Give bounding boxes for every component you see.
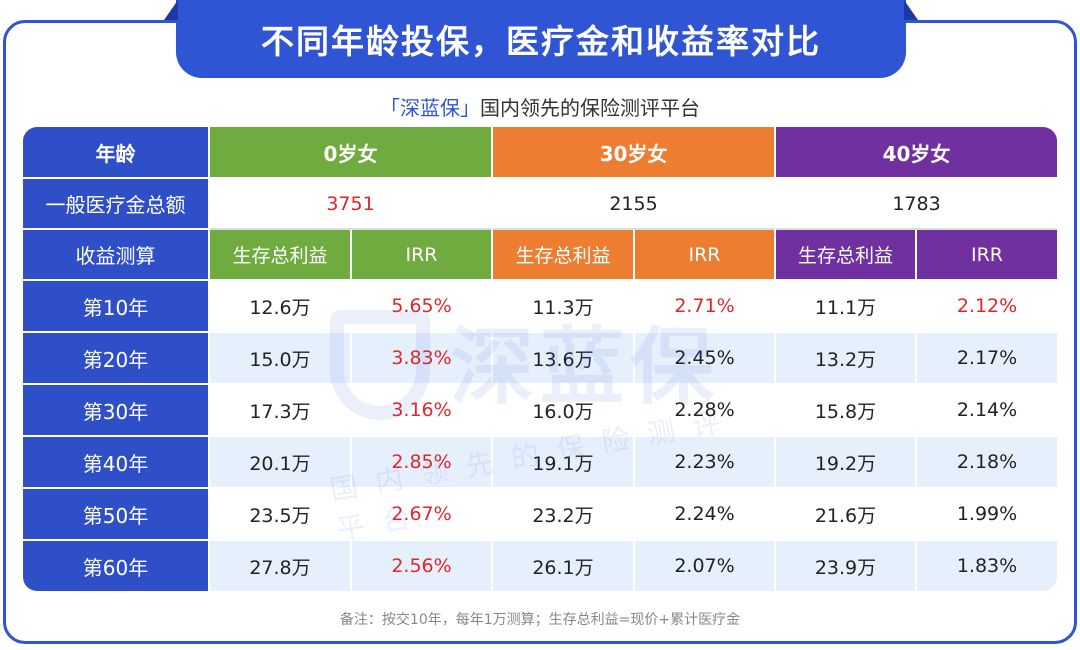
- medical-total-row: 一般医疗金总额 3751 2155 1783: [23, 179, 1057, 230]
- brand-tagline: 国内领先的保险测评平台: [480, 96, 700, 120]
- table-header-row: 年龄 0岁女 30岁女 40岁女: [23, 127, 1057, 179]
- medical-total-label: 一般医疗金总额: [23, 179, 210, 230]
- table-cell: 19.2万: [776, 437, 917, 489]
- table-row: 第40年 20.1万 2.85% 19.1万 2.23% 19.2万 2.18%: [23, 437, 1057, 489]
- row-label: 第20年: [23, 333, 210, 385]
- table-cell: 26.1万: [493, 541, 635, 591]
- footnote: 备注：按交10年，每年1万测算；生存总利益=现价+累计医疗金: [339, 612, 741, 628]
- table-cell: 13.6万: [493, 333, 635, 385]
- table-cell: 19.1万: [493, 437, 635, 489]
- table-cell: 2.07%: [635, 541, 776, 591]
- subheader-col: 生存总利益: [493, 230, 635, 281]
- row-label: 第60年: [23, 541, 210, 591]
- header-age: 年龄: [23, 127, 210, 179]
- table-cell: 2.28%: [635, 385, 776, 437]
- header-age-0: 0岁女: [210, 127, 493, 179]
- table-cell: 11.3万: [493, 281, 635, 333]
- row-label: 第50年: [23, 489, 210, 541]
- table-cell: 3.83%: [352, 333, 493, 385]
- table-cell: 2.12%: [917, 281, 1057, 333]
- table-cell: 23.5万: [210, 489, 352, 541]
- row-label: 第40年: [23, 437, 210, 489]
- table-row: 第50年 23.5万 2.67% 23.2万 2.24% 21.6万 1.99%: [23, 489, 1057, 541]
- table-cell: 2.71%: [635, 281, 776, 333]
- table-cell: 2.17%: [917, 333, 1057, 385]
- page-title: 不同年龄投保，医疗金和收益率对比: [261, 22, 821, 61]
- table-cell: 12.6万: [210, 281, 352, 333]
- table-cell: 13.2万: [776, 333, 917, 385]
- table-row: 第30年 17.3万 3.16% 16.0万 2.28% 15.8万 2.14%: [23, 385, 1057, 437]
- table-cell: 2.23%: [635, 437, 776, 489]
- table-cell: 27.8万: [210, 541, 352, 591]
- table-cell: 1.83%: [917, 541, 1057, 591]
- table-row: 第10年 12.6万 5.65% 11.3万 2.71% 11.1万 2.12%: [23, 281, 1057, 333]
- table-cell: 2.85%: [352, 437, 493, 489]
- subheader-col: IRR: [635, 230, 776, 281]
- table-cell: 21.6万: [776, 489, 917, 541]
- table-cell: 2.24%: [635, 489, 776, 541]
- table-row: 第60年 27.8万 2.56% 26.1万 2.07% 23.9万 1.83%: [23, 541, 1057, 591]
- subheader-col: IRR: [352, 230, 493, 281]
- medical-total-30: 2155: [493, 179, 776, 230]
- table-cell: 23.2万: [493, 489, 635, 541]
- medical-total-0: 3751: [210, 179, 493, 230]
- table-cell: 2.45%: [635, 333, 776, 385]
- table-cell: 2.56%: [352, 541, 493, 591]
- table-cell: 20.1万: [210, 437, 352, 489]
- row-label: 第10年: [23, 281, 210, 333]
- row-label: 第30年: [23, 385, 210, 437]
- table-cell: 2.18%: [917, 437, 1057, 489]
- brand-name: 「深蓝保」: [380, 96, 480, 120]
- table-cell: 11.1万: [776, 281, 917, 333]
- table-cell: 15.8万: [776, 385, 917, 437]
- table-cell: 17.3万: [210, 385, 352, 437]
- table-cell: 1.99%: [917, 489, 1057, 541]
- header-age-40: 40岁女: [776, 127, 1057, 179]
- subheader-col: 生存总利益: [210, 230, 352, 281]
- table-cell: 2.67%: [352, 489, 493, 541]
- table-cell: 15.0万: [210, 333, 352, 385]
- title-banner: 不同年龄投保，医疗金和收益率对比: [176, 0, 906, 78]
- table-cell: 5.65%: [352, 281, 493, 333]
- header-age-30: 30岁女: [493, 127, 776, 179]
- subheader-col: IRR: [917, 230, 1057, 281]
- subtitle: 「深蓝保」国内领先的保险测评平台: [0, 92, 1080, 121]
- table-cell: 2.14%: [917, 385, 1057, 437]
- table-row: 第20年 15.0万 3.83% 13.6万 2.45% 13.2万 2.17%: [23, 333, 1057, 385]
- medical-total-40: 1783: [776, 179, 1057, 230]
- comparison-table: 年龄 0岁女 30岁女 40岁女 一般医疗金总额 3751 2155 1783 …: [23, 127, 1057, 591]
- table-subheader-row: 收益测算 生存总利益 IRR 生存总利益 IRR 生存总利益 IRR: [23, 230, 1057, 281]
- subheader-label: 收益测算: [23, 230, 210, 281]
- table-cell: 16.0万: [493, 385, 635, 437]
- table-cell: 3.16%: [352, 385, 493, 437]
- subheader-col: 生存总利益: [776, 230, 917, 281]
- table-cell: 23.9万: [776, 541, 917, 591]
